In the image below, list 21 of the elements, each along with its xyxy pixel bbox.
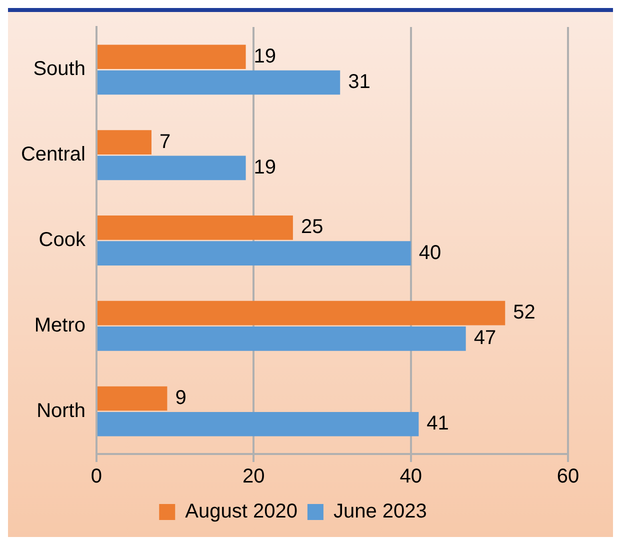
x-tick-label: 0 [90, 466, 102, 488]
data-label: 40 [418, 242, 442, 264]
data-label: 41 [426, 412, 449, 435]
x-tick-label: 20 [242, 466, 265, 488]
y-tick-label: South [33, 58, 86, 80]
legend-label: June 2023 [333, 500, 427, 523]
data-label: 9 [175, 387, 186, 410]
y-tick-label: Cook [38, 229, 86, 252]
data-label: 19 [254, 156, 276, 178]
data-label: 25 [300, 216, 324, 238]
y-tick-label: Metro [34, 314, 86, 336]
y-tick-label: Central [20, 144, 86, 166]
data-label: 19 [254, 45, 276, 68]
x-tick-label: 40 [400, 466, 422, 488]
data-label: 7 [159, 130, 171, 153]
data-label: 52 [513, 302, 536, 324]
data-label: 47 [474, 327, 496, 350]
data-label: 31 [348, 71, 370, 94]
legend-label: August 2020 [185, 500, 298, 523]
y-tick-label: North [36, 400, 86, 422]
x-tick-label: 60 [556, 466, 580, 488]
